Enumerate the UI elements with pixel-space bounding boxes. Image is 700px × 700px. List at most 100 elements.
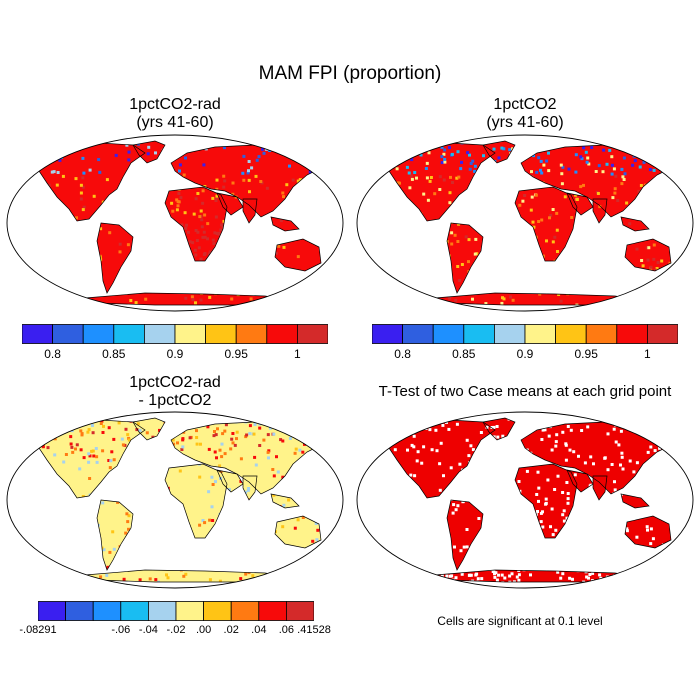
coastline-se-asia-islands bbox=[620, 493, 650, 509]
colorbar-swatch bbox=[555, 324, 587, 344]
coastline-india bbox=[592, 475, 608, 501]
coastline-greenland bbox=[482, 140, 516, 164]
land-greenland bbox=[483, 141, 515, 163]
panel2-title: 1pctCO2 (yrs 41-60) bbox=[405, 96, 645, 132]
land-greenland bbox=[133, 418, 165, 440]
coastline-arabia bbox=[216, 192, 244, 216]
land-south-america bbox=[447, 223, 483, 293]
coastline-south-america bbox=[446, 499, 484, 571]
map-panel-ttest bbox=[356, 411, 694, 589]
land-europe-asia bbox=[171, 422, 327, 494]
colorbar-swatch bbox=[205, 324, 237, 344]
panel1-title-line1: 1pctCO2-rad bbox=[129, 96, 221, 113]
colorbar-swatch bbox=[52, 324, 84, 344]
coastline-greenland bbox=[482, 417, 516, 441]
land-arabia bbox=[567, 193, 593, 215]
colorbar-tick-label: 1 bbox=[644, 347, 651, 361]
ocean-background bbox=[357, 135, 693, 311]
land-europe-asia bbox=[521, 422, 677, 494]
panel1-title: 1pctCO2-rad (yrs 41-60) bbox=[55, 96, 295, 132]
panel2-title-line1: 1pctCO2 bbox=[493, 96, 557, 113]
land-africa bbox=[515, 464, 577, 538]
ocean-background bbox=[357, 412, 693, 588]
colorbar-swatch bbox=[494, 324, 526, 344]
colorbar-tick-label: -.04 bbox=[138, 624, 158, 636]
colorbar-swatch bbox=[585, 324, 618, 344]
coastline-se-asia-islands bbox=[620, 216, 650, 232]
colorbar-swatch bbox=[175, 601, 205, 621]
coastline-australia bbox=[624, 238, 672, 272]
colorbar-tick-label: .41528 bbox=[297, 624, 331, 636]
coastline-india bbox=[242, 475, 258, 501]
land-antarctica bbox=[435, 293, 645, 305]
colorbar-tick-label: 0.9 bbox=[516, 347, 534, 361]
coastline-africa bbox=[164, 186, 228, 262]
land-australia bbox=[625, 516, 671, 548]
land-greenland bbox=[133, 141, 165, 163]
coastline-arabia bbox=[566, 469, 594, 493]
colorbar-swatch bbox=[148, 601, 177, 621]
colorbar-tick-label: 0.85 bbox=[452, 347, 476, 361]
coastline-north-america bbox=[382, 419, 496, 499]
land-australia bbox=[275, 239, 321, 271]
colorbar-swatch bbox=[235, 324, 268, 344]
colorbar-tick-label: 0.9 bbox=[166, 347, 184, 361]
colorbar-1pctco2-rad bbox=[22, 324, 328, 344]
colorbar-1pctco2 bbox=[372, 324, 678, 344]
coastline-se-asia-islands bbox=[270, 216, 300, 232]
colorbar-tick-label: 1 bbox=[294, 347, 301, 361]
colorbar-tick-label: .04 bbox=[251, 624, 267, 636]
map-panel-difference bbox=[6, 411, 344, 589]
coastline-south-america bbox=[96, 499, 134, 571]
land-greenland bbox=[483, 418, 515, 440]
coastline-greenland bbox=[132, 140, 166, 164]
map-boundary bbox=[6, 411, 344, 589]
coastline-south-america bbox=[446, 222, 484, 294]
land-antarctica bbox=[85, 570, 295, 582]
main-title: MAM FPI (proportion) bbox=[258, 63, 442, 84]
colorbar-tick-label: 0.95 bbox=[574, 347, 598, 361]
colorbar-swatch bbox=[646, 324, 678, 344]
panel3-title: 1pctCO2-rad - 1pctCO2 bbox=[55, 374, 295, 410]
coastline-south-america bbox=[96, 222, 134, 294]
colorbar-tick-label: .02 bbox=[223, 624, 239, 636]
land-africa bbox=[165, 187, 227, 261]
colorbar-swatch bbox=[258, 601, 287, 621]
colorbar-swatch bbox=[296, 324, 328, 344]
coastline-africa bbox=[514, 186, 578, 262]
colorbar-swatch bbox=[82, 324, 115, 344]
colorbar-swatch bbox=[463, 324, 495, 344]
colorbar-swatch bbox=[174, 324, 207, 344]
land-australia bbox=[275, 516, 321, 548]
coastline-australia bbox=[274, 515, 322, 549]
colorbar-swatch bbox=[92, 601, 122, 621]
colorbar-swatch bbox=[372, 324, 404, 344]
colorbar-tick-label: 0.8 bbox=[44, 347, 61, 361]
colorbar-swatch bbox=[38, 601, 67, 621]
coastline-north-america bbox=[32, 142, 146, 222]
coastline-north-america bbox=[382, 142, 496, 222]
coastline-arabia bbox=[566, 192, 594, 216]
land-south-america bbox=[447, 500, 483, 570]
land-north-america bbox=[33, 143, 145, 221]
panel3-title-line2: - 1pctCO2 bbox=[138, 391, 212, 409]
colorbar-swatch bbox=[432, 324, 465, 344]
coastline-arabia bbox=[216, 469, 244, 493]
map-panel-1pctco2 bbox=[356, 134, 694, 312]
land-north-america bbox=[383, 143, 495, 221]
coastline-africa bbox=[514, 463, 578, 539]
land-north-america bbox=[33, 420, 145, 498]
colorbar-swatch bbox=[65, 601, 94, 621]
ocean-background bbox=[7, 135, 343, 311]
colorbar-swatch bbox=[113, 324, 145, 344]
colorbar-swatch bbox=[120, 601, 149, 621]
colorbar-tick-label: -.02 bbox=[166, 624, 186, 636]
colorbar-swatch bbox=[616, 324, 648, 344]
colorbar-swatch bbox=[22, 324, 54, 344]
colorbar-swatch bbox=[524, 324, 557, 344]
coastline-se-asia-islands bbox=[270, 493, 300, 509]
land-arabia bbox=[217, 470, 243, 492]
map-boundary bbox=[356, 134, 694, 312]
colorbar-difference bbox=[38, 601, 314, 621]
colorbar-swatch bbox=[266, 324, 298, 344]
